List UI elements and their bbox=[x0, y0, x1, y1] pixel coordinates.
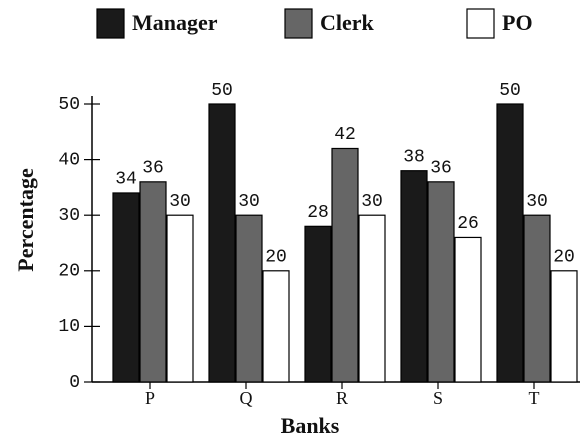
data-label: 30 bbox=[238, 192, 260, 212]
legend-swatch bbox=[466, 8, 495, 39]
data-label: 50 bbox=[499, 81, 521, 101]
bar bbox=[454, 236, 482, 383]
x-tick-label: R bbox=[336, 388, 348, 408]
data-label: 38 bbox=[403, 147, 425, 167]
data-label: 30 bbox=[526, 192, 548, 212]
x-tick-label: P bbox=[145, 388, 155, 408]
data-label: 28 bbox=[307, 203, 329, 223]
bar bbox=[235, 214, 263, 383]
bar bbox=[496, 103, 524, 383]
bar bbox=[208, 103, 236, 383]
data-label: 42 bbox=[334, 125, 356, 145]
data-label: 20 bbox=[553, 248, 575, 268]
y-tick-label: 0 bbox=[69, 373, 80, 393]
bar bbox=[358, 214, 386, 383]
data-label: 36 bbox=[142, 159, 164, 179]
legend-label: Clerk bbox=[320, 10, 375, 35]
legend-swatch bbox=[96, 8, 125, 39]
y-tick-label: 50 bbox=[58, 95, 80, 115]
x-axis-label: Banks bbox=[281, 413, 340, 437]
bar bbox=[262, 270, 290, 383]
bar bbox=[331, 147, 359, 383]
x-tick-label: Q bbox=[240, 388, 253, 408]
data-label: 30 bbox=[361, 192, 383, 212]
bar bbox=[427, 181, 455, 383]
y-tick-label: 10 bbox=[58, 317, 80, 337]
bar bbox=[139, 181, 167, 383]
data-label: 26 bbox=[457, 214, 479, 234]
legend-swatch bbox=[284, 8, 313, 39]
data-label: 30 bbox=[169, 192, 191, 212]
y-tick-label: 20 bbox=[58, 262, 80, 282]
bar bbox=[112, 192, 140, 383]
bar bbox=[523, 214, 551, 383]
y-tick-label: 40 bbox=[58, 150, 80, 170]
legend-label: PO bbox=[502, 10, 533, 35]
data-label: 34 bbox=[115, 170, 137, 190]
bar bbox=[304, 225, 332, 383]
data-label: 20 bbox=[265, 248, 287, 268]
y-tick-label: 30 bbox=[58, 206, 80, 226]
y-axis-label: Percentage bbox=[13, 168, 38, 272]
x-tick-label: S bbox=[433, 388, 443, 408]
data-label: 36 bbox=[430, 159, 452, 179]
bar bbox=[550, 270, 578, 383]
data-label: 50 bbox=[211, 81, 233, 101]
legend-label: Manager bbox=[132, 10, 218, 35]
bar bbox=[166, 214, 194, 383]
x-tick-label: T bbox=[529, 388, 540, 408]
bar bbox=[400, 170, 428, 383]
